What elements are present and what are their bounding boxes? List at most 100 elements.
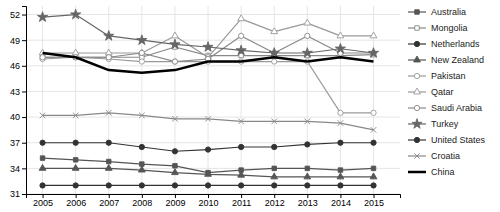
point xyxy=(105,49,112,55)
point xyxy=(205,183,210,188)
series-line xyxy=(43,53,374,73)
legend-label: Qatar xyxy=(431,87,454,97)
axis-line xyxy=(22,7,27,195)
tick-label: 2010 xyxy=(199,198,219,208)
point xyxy=(172,149,177,154)
series xyxy=(40,110,377,133)
point xyxy=(238,33,243,38)
point xyxy=(139,144,144,149)
tick-label: 2006 xyxy=(66,198,86,208)
legend-entry: Netherlands xyxy=(408,39,480,49)
tick: 49 xyxy=(10,36,26,46)
point xyxy=(236,45,246,55)
tick-label: 2007 xyxy=(99,198,119,208)
point xyxy=(271,28,278,34)
point xyxy=(172,169,179,175)
series-line xyxy=(43,57,374,113)
point xyxy=(203,42,213,52)
tick-mark xyxy=(22,194,26,195)
point xyxy=(368,48,378,58)
point xyxy=(40,156,44,160)
point xyxy=(104,31,114,41)
point xyxy=(370,32,377,38)
point xyxy=(338,120,344,126)
point xyxy=(238,15,245,21)
point xyxy=(305,166,309,170)
point xyxy=(106,55,111,60)
point xyxy=(205,116,211,122)
plot-area xyxy=(37,9,378,188)
tick-mark xyxy=(22,15,26,16)
legend-entry: Australia xyxy=(408,7,466,17)
grid-line-y xyxy=(26,117,400,118)
tick: 2005 xyxy=(33,194,53,208)
tick: 2009 xyxy=(165,194,185,208)
legend-label: Croatia xyxy=(431,151,460,161)
x-axis: 2005200620072008200920102011201220132014… xyxy=(27,194,401,208)
tick: 2015 xyxy=(364,194,384,208)
series xyxy=(43,53,374,73)
grid-line-x xyxy=(208,6,209,194)
point xyxy=(106,183,111,188)
legend: Australia Mongolia Netherlands New Zealand P… xyxy=(408,7,486,177)
tick-label: 2012 xyxy=(265,198,285,208)
legend-entry: Qatar xyxy=(408,87,454,97)
legend-entry: Pakistan xyxy=(408,71,466,81)
point xyxy=(304,19,311,25)
point xyxy=(138,166,145,172)
series xyxy=(39,15,377,59)
point xyxy=(272,144,277,149)
legend-label: United States xyxy=(431,135,486,145)
point xyxy=(138,49,145,55)
tick: 31 xyxy=(10,189,26,199)
point xyxy=(371,127,377,133)
legend-symbol xyxy=(414,56,421,62)
legend-entry: Turkey xyxy=(408,119,459,129)
point xyxy=(73,113,79,119)
point xyxy=(371,110,376,115)
legend-entry: United States xyxy=(408,135,486,145)
chart: 2005200620072008200920102011201220132014… xyxy=(0,0,500,212)
point xyxy=(73,158,77,162)
legend-entry: Croatia xyxy=(408,151,460,161)
point xyxy=(172,59,177,64)
legend-label: Mongolia xyxy=(431,23,468,33)
point xyxy=(73,140,78,145)
tick-mark xyxy=(22,117,26,118)
legend-label: New Zealand xyxy=(431,55,484,65)
point xyxy=(238,171,245,177)
tick-label: 49 xyxy=(10,36,20,46)
tick: 2013 xyxy=(298,194,318,208)
tick-label: 52 xyxy=(10,10,20,20)
series-line xyxy=(43,36,374,62)
point xyxy=(105,164,112,170)
point xyxy=(72,164,79,170)
point xyxy=(71,9,81,19)
tick-label: 2013 xyxy=(298,198,318,208)
point xyxy=(337,173,344,179)
point xyxy=(40,55,44,59)
tick: 2008 xyxy=(132,194,152,208)
legend-label: Australia xyxy=(431,7,466,17)
point xyxy=(272,59,277,64)
legend-symbol xyxy=(415,10,419,14)
point xyxy=(238,119,244,125)
legend-entry: Saudi Arabia xyxy=(408,103,482,113)
point xyxy=(172,183,177,188)
point xyxy=(137,35,147,45)
point xyxy=(338,183,343,188)
tick-label: 43 xyxy=(10,87,20,97)
series xyxy=(40,183,376,188)
point xyxy=(370,173,377,179)
grid xyxy=(26,6,400,194)
point xyxy=(338,140,343,145)
legend-entry: China xyxy=(408,167,455,177)
point xyxy=(73,183,78,188)
point xyxy=(305,119,311,125)
tick-label: 34 xyxy=(10,164,20,174)
point xyxy=(371,140,376,145)
legend-symbol xyxy=(414,88,421,94)
legend-label: China xyxy=(431,167,455,177)
point xyxy=(271,173,278,179)
tick-label: 2009 xyxy=(165,198,185,208)
